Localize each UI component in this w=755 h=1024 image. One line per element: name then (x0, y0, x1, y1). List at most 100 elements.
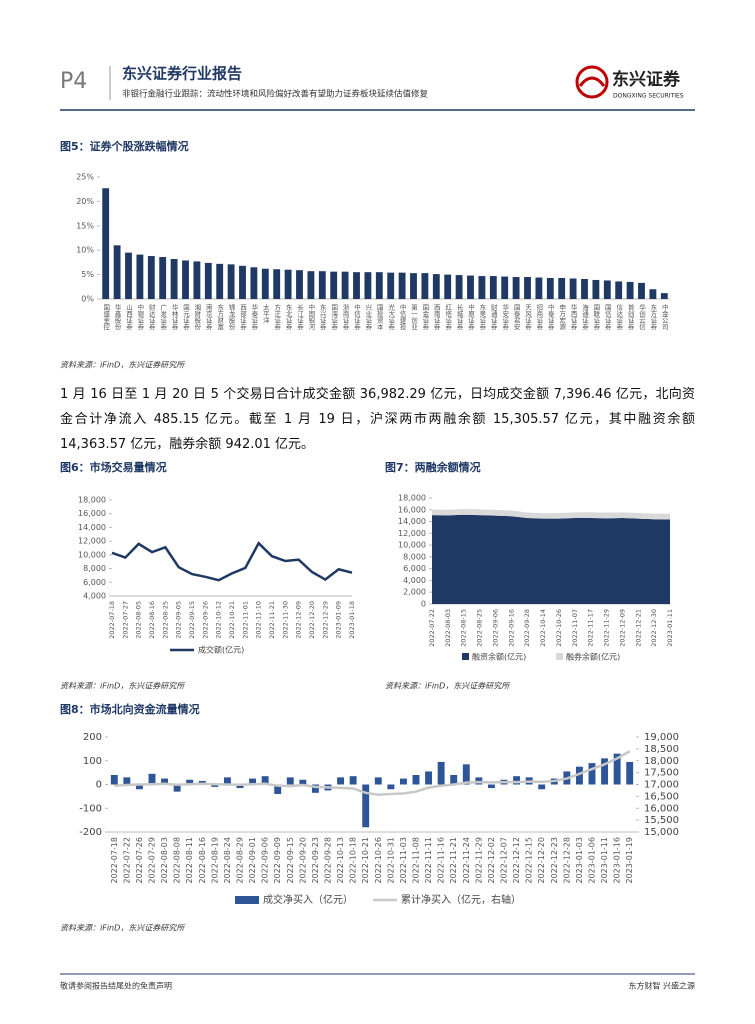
bar (558, 278, 566, 299)
x-tick-label: 华泰证券 (250, 303, 258, 332)
x-tick-label: 2022-11-11 (424, 837, 433, 884)
bar (588, 763, 596, 785)
x-tick-label: 2022-11-16 (437, 837, 446, 884)
bar (274, 784, 282, 794)
x-tick-label: 东北证券 (284, 303, 292, 332)
x-tick-label: 2022-11-07 (571, 609, 579, 647)
chart-title: 图8：市场北向资金流量情况 (60, 702, 200, 716)
x-tick-label: 广发证券 (159, 303, 167, 332)
bar (182, 260, 189, 299)
x-tick-label: 华林证券 (170, 303, 178, 332)
legend-swatch (235, 896, 259, 904)
bar (592, 279, 600, 299)
x-tick-label: 申万宏源 (558, 303, 566, 332)
x-tick-label: 华创云信 (638, 303, 646, 332)
y-tick-label: 18,000 (398, 494, 426, 503)
y-tick-label: 12,000 (398, 529, 426, 538)
x-tick-label: 2022-09-16 (507, 609, 515, 647)
bar (148, 773, 156, 785)
bar (113, 245, 121, 299)
bar (261, 268, 269, 299)
bar (337, 777, 345, 785)
bar (341, 271, 349, 299)
y-tick-label: 0 (96, 780, 102, 791)
y-tick-label: 8,000 (403, 552, 426, 561)
x-tick-label: 2022-09-01 (248, 837, 257, 884)
legend-label: 成交额(亿元) (198, 645, 244, 655)
x-tick-label: 2022-10-31 (386, 837, 395, 884)
y2-tick-label: 16,500 (644, 791, 679, 802)
y-tick-label: 14,000 (398, 517, 426, 526)
bar (462, 764, 470, 785)
x-tick-label: 2023-01-06 (588, 837, 597, 884)
source-note: 资料来源：iFinD，东兴证券研究所 (60, 682, 186, 691)
y-tick-label: 6,000 (83, 578, 106, 587)
x-tick-label: 2022-08-03 (444, 609, 452, 647)
x-tick-label: 浙商证券 (341, 303, 349, 332)
y-tick-label: 0% (81, 295, 94, 304)
source-note: 资料来源：iFinD，东兴证券研究所 (60, 361, 186, 370)
line-series (114, 750, 631, 796)
x-tick-label: 2022-08-25 (476, 609, 484, 647)
y2-tick-label: 17,500 (644, 768, 679, 779)
x-tick-label: 2022-12-02 (487, 837, 496, 884)
x-tick-label: 2022-08-29 (236, 837, 245, 884)
bar (399, 778, 407, 785)
x-tick-label: 2022-09-05 (175, 601, 183, 639)
bar (626, 761, 634, 785)
x-tick-label: 2022-11-24 (462, 837, 471, 884)
y-tick-label: 12,000 (78, 537, 106, 546)
x-tick-label: 2022-08-24 (223, 837, 232, 884)
x-tick-label: 红塔证券 (444, 303, 452, 332)
bar (524, 277, 531, 299)
bar (349, 776, 357, 785)
y-tick-label: 100 (83, 756, 102, 767)
x-tick-label: 2023-01-11 (600, 837, 609, 884)
y-tick-label: 10,000 (78, 550, 106, 559)
x-tick-label: 2022-12-09 (618, 609, 626, 647)
x-tick-label: 2023-01-11 (666, 609, 674, 647)
y-tick-label: -200 (79, 827, 102, 838)
bar (535, 277, 543, 299)
bar (613, 753, 621, 785)
x-tick-label: 华鑫股份 (113, 303, 121, 332)
x-tick-label: 2022-10-21 (361, 837, 370, 884)
x-tick-label: 华安证券 (501, 303, 509, 332)
bar (236, 784, 244, 789)
x-tick-label: 方正证券 (273, 303, 281, 332)
logo-text-en: DONGXING SECURITIES (613, 93, 684, 100)
y-tick-label: 20% (76, 197, 94, 206)
x-tick-label: 2022-12-12 (512, 837, 521, 884)
x-tick-label: 太平洋 (261, 303, 269, 325)
x-tick-label: 锦龙股份 (227, 303, 235, 332)
x-tick-label: 2022-08-03 (160, 837, 169, 884)
bar (204, 262, 212, 299)
bar (375, 272, 383, 299)
x-tick-label: 2022-08-08 (173, 837, 182, 884)
x-tick-label: 2022-12-30 (650, 609, 658, 647)
x-tick-label: 2022-07-18 (110, 837, 119, 884)
x-tick-label: 2022-07-18 (108, 601, 116, 639)
x-tick-label: 招商证券 (535, 303, 543, 332)
bar (159, 257, 167, 299)
bar (501, 276, 509, 299)
bar (467, 275, 474, 299)
x-tick-label: 2022-10-21 (228, 601, 236, 639)
bar (455, 275, 463, 299)
x-tick-label: 2023-01-03 (575, 837, 584, 884)
x-tick-label: 中国银河 (307, 303, 315, 331)
bar (227, 264, 235, 299)
bar (513, 776, 521, 785)
x-tick-label: 东方财富 (216, 303, 224, 332)
y2-tick-label: 17,000 (644, 780, 679, 791)
bar (239, 265, 246, 299)
y2-tick-label: 16,000 (644, 803, 679, 814)
bar (638, 282, 645, 299)
bar (161, 778, 169, 785)
bar (437, 761, 445, 785)
bar (284, 269, 292, 299)
x-tick-label: 2022-09-15 (188, 601, 196, 639)
bar (123, 777, 131, 785)
x-tick-label: 国泰君安 (512, 304, 520, 332)
x-tick-label: 东方证券 (649, 303, 657, 332)
